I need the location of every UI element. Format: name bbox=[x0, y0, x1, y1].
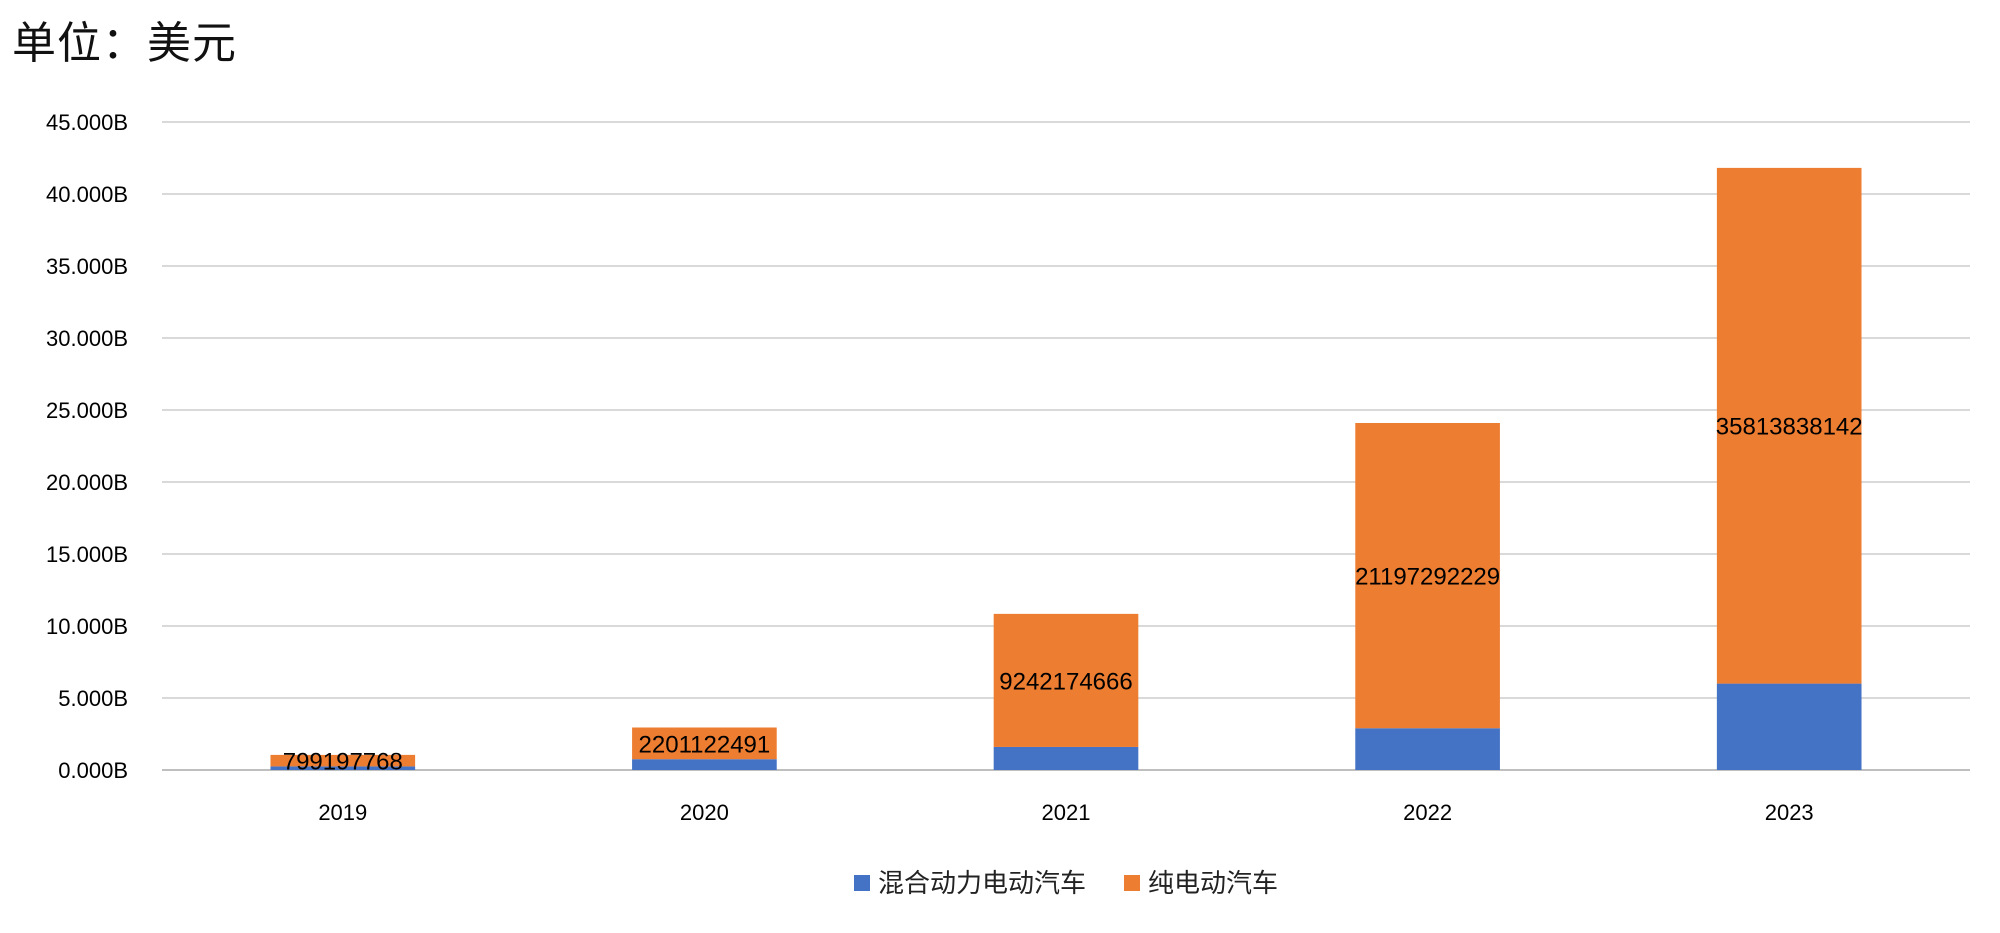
data-label: 799197768 bbox=[283, 749, 403, 776]
bar-segment bbox=[270, 754, 416, 767]
bar-segment bbox=[1716, 683, 1862, 770]
x-tick-label: 2020 bbox=[680, 800, 729, 825]
legend-item: 混合动力电动汽车 bbox=[854, 869, 1086, 899]
y-tick-label: 40.000B bbox=[46, 182, 128, 207]
x-tick-label: 2019 bbox=[318, 800, 367, 825]
legend: 混合动力电动汽车 纯电动汽车 bbox=[854, 869, 1278, 899]
bar-segment bbox=[632, 727, 777, 760]
legend-swatch bbox=[1124, 875, 1140, 891]
x-axis-ticks: 2019 2020 2021 2022 2023 bbox=[318, 800, 1813, 825]
legend-label: 纯电动汽车 bbox=[1148, 869, 1278, 899]
y-tick-label: 25.000B bbox=[46, 398, 128, 423]
legend-swatch bbox=[854, 875, 870, 891]
bar-segment bbox=[993, 746, 1139, 770]
y-tick-label: 15.000B bbox=[46, 542, 128, 567]
legend-label: 混合动力电动汽车 bbox=[878, 869, 1086, 899]
y-tick-label: 10.000B bbox=[46, 614, 128, 639]
bar-segment bbox=[993, 613, 1139, 747]
y-tick-label: 45.000B bbox=[46, 110, 128, 135]
data-label: 21197292229 bbox=[1355, 564, 1500, 591]
y-tick-label: 0.000B bbox=[58, 758, 128, 783]
bar-segment bbox=[270, 766, 416, 770]
bar-segment bbox=[1355, 422, 1500, 729]
y-axis-ticks: 0.000B 5.000B 10.000B 15.000B 20.000B 25.000B… bbox=[46, 110, 128, 783]
bar-segment bbox=[1355, 728, 1500, 770]
bars bbox=[270, 167, 1862, 770]
x-tick-label: 2022 bbox=[1403, 800, 1452, 825]
legend-item: 纯电动汽车 bbox=[1124, 869, 1278, 899]
y-tick-label: 20.000B bbox=[46, 470, 128, 495]
y-tick-label: 35.000B bbox=[46, 254, 128, 279]
bar-segment bbox=[632, 759, 777, 770]
data-label: 35813838142 bbox=[1716, 414, 1863, 441]
unit-label: 单位：美元 bbox=[12, 18, 237, 69]
x-tick-label: 2021 bbox=[1042, 800, 1091, 825]
y-tick-label: 30.000B bbox=[46, 326, 128, 351]
x-tick-label: 2023 bbox=[1765, 800, 1814, 825]
bar-segment bbox=[1716, 167, 1862, 684]
y-tick-label: 5.000B bbox=[58, 686, 128, 711]
data-label: 9242174666 bbox=[999, 668, 1132, 695]
data-label: 2201122491 bbox=[639, 731, 771, 758]
data-labels: 799197768 2201122491 9242174666 21197292229… bbox=[283, 414, 1863, 776]
